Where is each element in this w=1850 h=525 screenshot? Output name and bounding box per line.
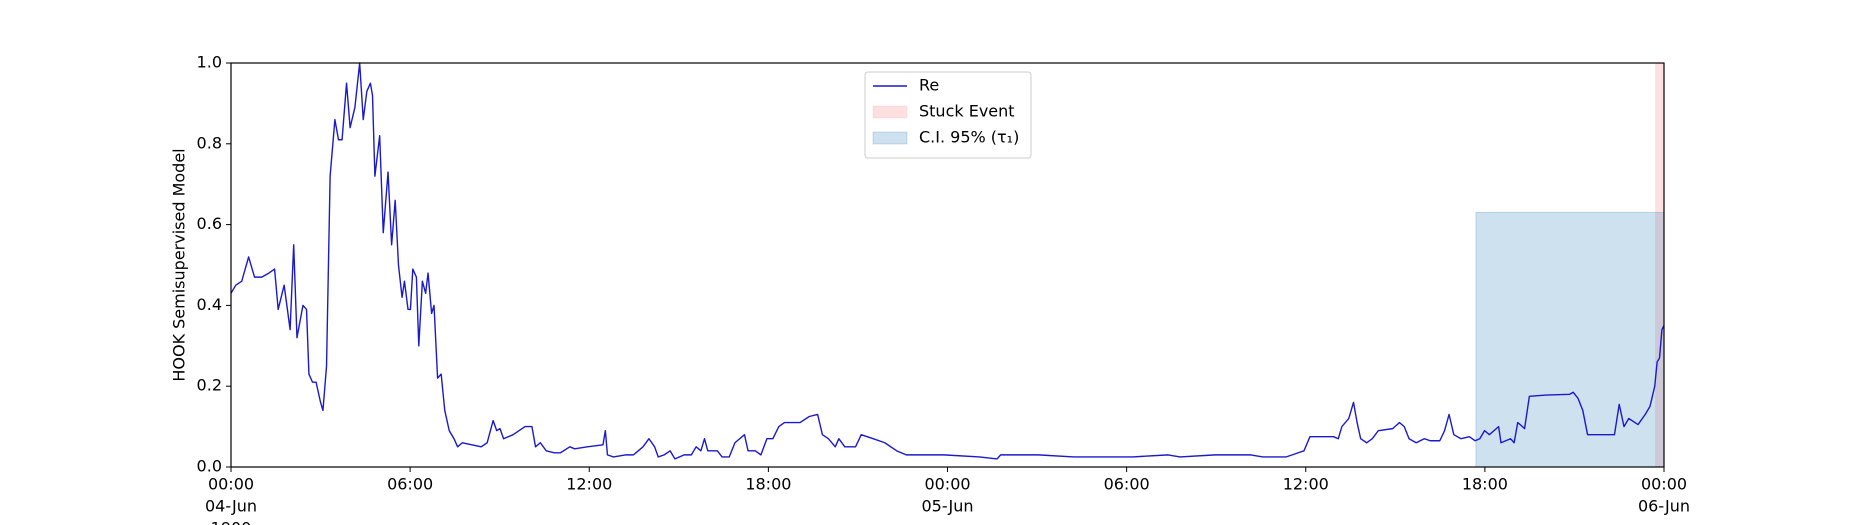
x-tick-label: 00:00 bbox=[1641, 475, 1687, 494]
span bbox=[1655, 63, 1664, 467]
x-year-label: 1900 bbox=[211, 519, 252, 525]
legend-label: C.I. 95% (τ₁) bbox=[919, 128, 1019, 147]
legend: Re Stuck Event C.I. 95% (τ₁) bbox=[864, 71, 1032, 159]
x-tick-label: 12:00 bbox=[566, 475, 612, 494]
x-tick-label: 00:00 bbox=[208, 475, 254, 494]
legend-label: Re bbox=[919, 76, 939, 95]
legend-swatch bbox=[872, 131, 908, 145]
x-tick-label: 18:00 bbox=[745, 475, 791, 494]
x-tick-label: 06:00 bbox=[387, 475, 433, 494]
legend-box bbox=[864, 71, 1032, 159]
y-axis-label: HOOK Semisupervised Model bbox=[170, 148, 189, 381]
y-tick-label: 0.0 bbox=[197, 457, 222, 476]
x-tick-label: 12:00 bbox=[1283, 475, 1329, 494]
legend-swatch bbox=[872, 105, 908, 119]
y-tick-label: 0.2 bbox=[197, 376, 222, 395]
y-tick-label: 1.0 bbox=[197, 53, 222, 72]
x-tick-label: 00:00 bbox=[924, 475, 970, 494]
y-tick-label: 0.8 bbox=[197, 133, 222, 152]
y-tick-label: 0.6 bbox=[197, 214, 222, 233]
legend-label: Stuck Event bbox=[919, 102, 1015, 121]
y-tick-label: 0.4 bbox=[197, 295, 222, 314]
x-tick-label: 18:00 bbox=[1462, 475, 1508, 494]
data-line bbox=[230, 62, 1665, 460]
x-tick-label: 06:00 bbox=[1104, 475, 1150, 494]
span bbox=[1475, 211, 1665, 468]
x-date-label: 05-Jun bbox=[921, 497, 973, 516]
x-date-label: 04-Jun bbox=[205, 497, 257, 516]
x-date-label: 06-Jun bbox=[1638, 497, 1690, 516]
